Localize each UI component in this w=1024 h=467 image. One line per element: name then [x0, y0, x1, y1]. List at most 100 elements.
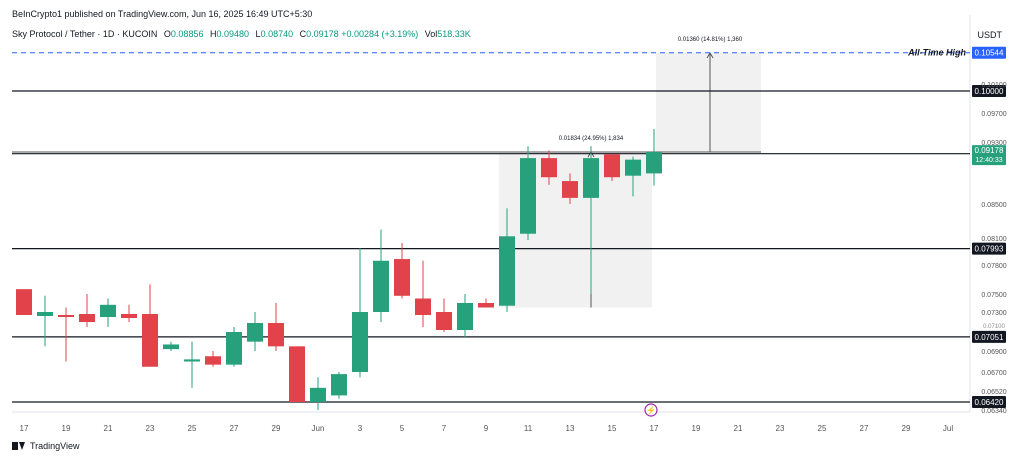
candle-body-1[interactable] — [37, 312, 53, 316]
candle-body-25[interactable] — [541, 158, 557, 178]
x-tick-13: 13 — [566, 424, 575, 433]
change-value: +0.00284 (+3.19%) — [341, 29, 419, 39]
volume-label: Vol — [424, 29, 438, 39]
y-tick-0: 0.10100 — [981, 82, 1006, 89]
ath-text: All-Time High — [907, 48, 966, 58]
level-label-2: 0.07993 — [975, 245, 1004, 254]
ath-price-label: 0.10544 — [975, 49, 1004, 58]
tradingview-logo-icon — [12, 442, 26, 450]
countdown-label: 12:40:33 — [975, 157, 1002, 164]
low-label: L — [255, 29, 261, 39]
currency-label[interactable]: USDT — [977, 30, 1003, 40]
event-marker-icon[interactable] — [644, 403, 658, 417]
x-tick-20: 27 — [860, 424, 869, 433]
x-tick-5: 27 — [230, 424, 239, 433]
candle-body-10[interactable] — [226, 332, 242, 365]
candle-body-23[interactable] — [499, 236, 515, 306]
y-tick-extra: 0.07100 — [983, 324, 1005, 330]
x-tick-10: 7 — [442, 424, 447, 433]
y-tick-1: 0.09700 — [981, 111, 1006, 118]
candle-body-6[interactable] — [142, 314, 158, 367]
y-tick-3: 0.08500 — [981, 202, 1006, 209]
candle-body-13[interactable] — [289, 346, 305, 402]
candle-body-14[interactable] — [310, 387, 326, 402]
tradingview-footer: TradingView — [12, 441, 80, 451]
candle-body-26[interactable] — [562, 181, 578, 198]
close-label: C — [299, 29, 307, 39]
x-tick-2: 21 — [104, 424, 113, 433]
tradingview-brand: TradingView — [30, 441, 80, 451]
y-tick-11: 0.06340 — [981, 408, 1006, 415]
candle-body-7[interactable] — [163, 344, 179, 350]
x-tick-17: 21 — [734, 424, 743, 433]
current-price-label: 0.09178 — [975, 146, 1004, 155]
level-label-3: 0.07051 — [975, 333, 1004, 342]
candle-body-12[interactable] — [268, 323, 284, 347]
candle-body-0[interactable] — [16, 289, 32, 315]
x-tick-4: 25 — [188, 424, 197, 433]
candle-body-4[interactable] — [100, 304, 116, 317]
y-tick-5: 0.07800 — [981, 263, 1006, 270]
candle-body-18[interactable] — [394, 259, 410, 296]
x-tick-11: 9 — [484, 424, 489, 433]
x-tick-1: 19 — [62, 424, 71, 433]
low-value: 0.08740 — [260, 29, 294, 39]
candle-body-24[interactable] — [520, 158, 536, 234]
level-tag-2 — [972, 242, 1006, 255]
measure-label-1: 0.01834 (24.95%) 1,834 — [559, 136, 624, 142]
x-tick-16: 19 — [692, 424, 701, 433]
level-label-0: 0.10000 — [975, 87, 1004, 96]
level-tag-0 — [972, 85, 1006, 97]
x-tick-3: 23 — [146, 424, 155, 433]
candle-body-3[interactable] — [79, 314, 95, 322]
x-tick-14: 15 — [608, 424, 617, 433]
candle-body-20[interactable] — [436, 312, 452, 330]
x-tick-12: 11 — [524, 424, 533, 433]
high-label: H — [209, 29, 217, 39]
x-tick-15: 17 — [650, 424, 659, 433]
x-tick-21: 29 — [902, 424, 911, 433]
candle-body-22[interactable] — [478, 303, 494, 308]
x-tick-18: 23 — [776, 424, 785, 433]
high-value: 0.09480 — [216, 29, 250, 39]
y-tick-9: 0.06700 — [981, 370, 1006, 377]
level-label-4: 0.06420 — [975, 398, 1004, 407]
candle-body-17[interactable] — [373, 260, 389, 312]
x-tick-7: Jun — [312, 424, 325, 433]
candle-body-21[interactable] — [457, 303, 473, 330]
candle-body-27[interactable] — [583, 158, 599, 198]
measure-label-2: 0.01360 (14.81%) 1,360 — [678, 37, 743, 43]
ath-price-tag — [972, 46, 1006, 59]
open-value: 0.08856 — [170, 29, 204, 39]
y-tick-8: 0.06900 — [981, 349, 1006, 356]
close-value: 0.09178 — [306, 29, 339, 39]
level-tag-4 — [972, 396, 1006, 408]
y-tick-6: 0.07500 — [981, 292, 1006, 299]
x-tick-9: 5 — [400, 424, 405, 433]
x-tick-22: Jul — [943, 424, 953, 433]
measure-box-2[interactable] — [656, 53, 761, 152]
candle-body-19[interactable] — [415, 298, 431, 316]
volume-value: 518.33K — [437, 29, 471, 39]
candle-body-28[interactable] — [604, 154, 620, 178]
candle-body-8[interactable] — [184, 359, 200, 362]
symbol-legend: Sky Protocol / Tether · 1D · KUCOIN O0.0… — [12, 29, 471, 39]
publisher-line: BeInCrypto1 published on TradingView.com… — [12, 9, 313, 19]
symbol-name[interactable]: Sky Protocol / Tether · 1D · KUCOIN — [12, 29, 158, 39]
candle-body-29[interactable] — [625, 159, 641, 176]
event-marker-glyph: ⚡ — [646, 405, 656, 415]
current-price-tag — [972, 145, 1006, 166]
candle-body-9[interactable] — [205, 356, 221, 365]
y-tick-7: 0.07300 — [981, 310, 1006, 317]
candle-body-2[interactable] — [58, 315, 74, 317]
candle-body-11[interactable] — [247, 323, 263, 342]
candle-body-15[interactable] — [331, 374, 347, 396]
y-tick-2: 0.09300 — [981, 140, 1006, 147]
x-tick-0: 17 — [20, 424, 29, 433]
candle-body-30[interactable] — [646, 152, 662, 174]
open-label: O — [163, 29, 171, 39]
level-tag-3 — [972, 330, 1006, 343]
candle-body-16[interactable] — [352, 312, 368, 372]
candle-body-5[interactable] — [121, 314, 137, 318]
